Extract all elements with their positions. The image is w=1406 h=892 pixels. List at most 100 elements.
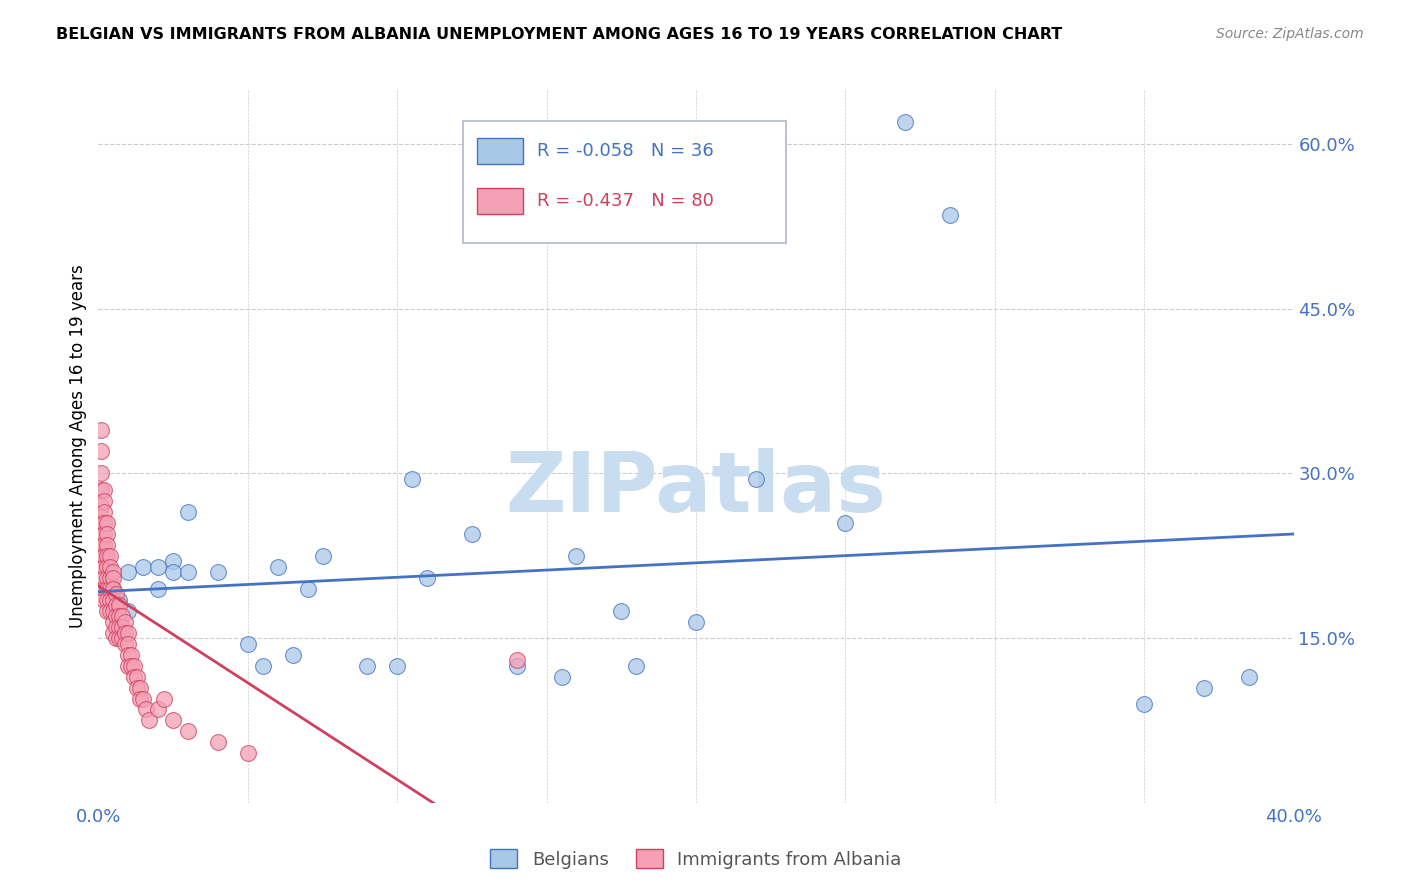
Point	[108, 609, 131, 624]
Text: BELGIAN VS IMMIGRANTS FROM ALBANIA UNEMPLOYMENT AMONG AGES 16 TO 19 YEARS CORREL: BELGIAN VS IMMIGRANTS FROM ALBANIA UNEMP…	[56, 27, 1063, 42]
Point	[100, 559, 122, 574]
Y-axis label: Unemployment Among Ages 16 to 19 years: Unemployment Among Ages 16 to 19 years	[69, 264, 87, 628]
Point	[93, 571, 115, 585]
Point	[120, 658, 142, 673]
Point	[127, 681, 149, 695]
Point	[111, 609, 134, 624]
Point	[105, 609, 128, 624]
Point	[610, 604, 633, 618]
Text: R = -0.058   N = 36: R = -0.058 N = 36	[537, 143, 714, 161]
Point	[103, 566, 125, 580]
Point	[138, 714, 160, 728]
Point	[311, 549, 333, 563]
Point	[111, 620, 134, 634]
Point	[356, 658, 378, 673]
Point	[236, 637, 259, 651]
Point	[103, 592, 125, 607]
Point	[108, 620, 131, 634]
FancyBboxPatch shape	[477, 188, 523, 214]
Point	[177, 566, 200, 580]
Point	[93, 559, 115, 574]
Point	[1237, 669, 1260, 683]
Point	[297, 582, 319, 596]
Point	[117, 625, 139, 640]
Point	[100, 604, 122, 618]
Point	[93, 582, 115, 596]
Text: R = -0.437   N = 80: R = -0.437 N = 80	[537, 193, 714, 211]
Point	[100, 571, 122, 585]
Point	[401, 472, 423, 486]
Point	[90, 538, 112, 552]
FancyBboxPatch shape	[463, 121, 786, 243]
Point	[100, 592, 122, 607]
Point	[127, 669, 149, 683]
Point	[96, 526, 118, 541]
Point	[105, 631, 128, 645]
FancyBboxPatch shape	[477, 138, 523, 164]
Point	[93, 526, 115, 541]
Point	[96, 516, 118, 530]
Point	[114, 637, 136, 651]
Point	[90, 444, 112, 458]
Point	[177, 505, 200, 519]
Point	[207, 566, 229, 580]
Point	[162, 554, 184, 568]
Point	[103, 571, 125, 585]
Text: ZIPatlas: ZIPatlas	[506, 449, 886, 529]
Point	[103, 615, 125, 629]
Point	[96, 592, 118, 607]
Point	[114, 615, 136, 629]
Point	[132, 691, 155, 706]
Point	[120, 648, 142, 662]
Point	[90, 467, 112, 481]
Point	[96, 538, 118, 552]
Point	[894, 115, 917, 129]
Point	[565, 549, 588, 563]
Point	[252, 658, 274, 673]
Point	[117, 658, 139, 673]
Point	[111, 631, 134, 645]
Point	[129, 681, 152, 695]
Point	[385, 658, 409, 673]
Point	[135, 702, 157, 716]
Point	[124, 669, 146, 683]
Point	[108, 631, 131, 645]
Point	[108, 592, 131, 607]
Point	[1133, 697, 1156, 711]
Point	[93, 592, 115, 607]
Point	[90, 483, 112, 497]
Point	[626, 658, 648, 673]
Point	[96, 604, 118, 618]
Point	[461, 526, 484, 541]
Point	[1192, 681, 1215, 695]
Point	[162, 566, 184, 580]
Point	[93, 483, 115, 497]
Point	[93, 549, 115, 563]
Point	[90, 549, 112, 563]
Point	[939, 209, 962, 223]
Point	[96, 549, 118, 563]
Legend: Belgians, Immigrants from Albania: Belgians, Immigrants from Albania	[484, 842, 908, 876]
Text: Source: ZipAtlas.com: Source: ZipAtlas.com	[1216, 27, 1364, 41]
Point	[153, 691, 176, 706]
Point	[129, 691, 152, 706]
Point	[100, 549, 122, 563]
Point	[96, 559, 118, 574]
Point	[93, 538, 115, 552]
Point	[103, 625, 125, 640]
Point	[117, 604, 139, 618]
Point	[281, 648, 304, 662]
Point	[550, 669, 572, 683]
Point	[93, 494, 115, 508]
Point	[90, 510, 112, 524]
Point	[105, 620, 128, 634]
Point	[834, 516, 856, 530]
Point	[267, 559, 290, 574]
Point	[124, 658, 146, 673]
Point	[117, 566, 139, 580]
Point	[132, 559, 155, 574]
Point	[93, 516, 115, 530]
Point	[93, 505, 115, 519]
Point	[105, 598, 128, 612]
Point	[148, 702, 170, 716]
